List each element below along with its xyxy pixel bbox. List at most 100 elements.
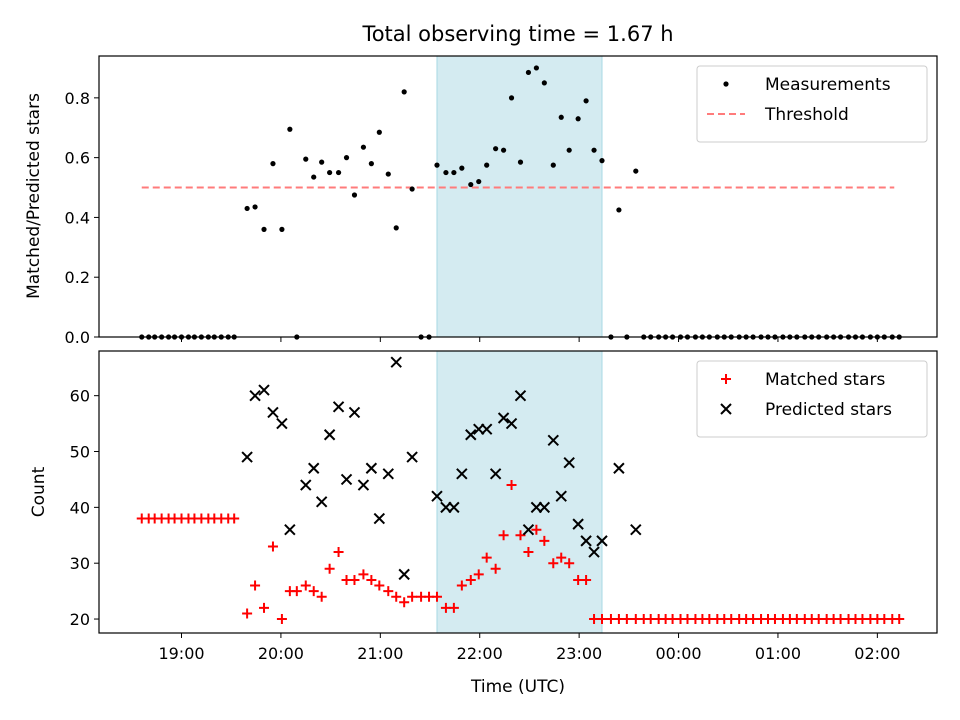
x-axis-label: Time (UTC) (470, 677, 565, 697)
bottom-panel: 19:00 20:00 21:00 22:00 23:00 00:00 01:00 02:00… (70, 350, 938, 663)
measurement-point (244, 205, 250, 212)
measurement-point (279, 226, 285, 232)
predicted-stars-point (555, 490, 567, 502)
measurement-point (583, 98, 589, 104)
top-highlight-span (436, 55, 603, 338)
measurement-point (270, 161, 276, 167)
x-tick-label: 21:00 (357, 644, 403, 663)
predicted-stars-point (357, 479, 370, 491)
measurement-point (252, 204, 258, 210)
matched-stars-point (276, 614, 287, 625)
matched-stars-point (333, 547, 344, 558)
matched-stars-point (548, 558, 559, 569)
x-tick-label: 23:00 (556, 644, 602, 663)
measurement-point (633, 168, 639, 174)
matched-stars-point (456, 580, 467, 591)
predicted-stars-point (398, 568, 410, 581)
measurement-point (287, 126, 293, 132)
predicted-stars-point (267, 406, 279, 419)
predicted-stars-point (249, 389, 261, 402)
measurement-point (443, 169, 449, 176)
predicted-stars-point (340, 473, 353, 486)
predicted-stars-point (465, 429, 477, 441)
predicted-stars-point (489, 468, 502, 480)
predicted-stars-point (522, 523, 535, 536)
measurement-point (525, 69, 532, 76)
measurement-point (434, 162, 440, 168)
bottom-y-axis-label: Count (29, 466, 49, 517)
predicted-stars-point (480, 423, 493, 435)
predicted-stars-point (241, 451, 253, 463)
top-y-tick-label: 0.0 (65, 328, 90, 347)
predicted-stars-point (613, 462, 625, 474)
matched-stars-point (383, 586, 394, 597)
matched-stars-point (894, 614, 905, 625)
predicted-stars-point (580, 535, 592, 547)
measurement-point (360, 144, 367, 150)
matched-stars-point (581, 574, 592, 585)
predicted-stars-point (276, 417, 288, 430)
bottom-legend-box (696, 360, 928, 438)
predicted-stars-point (572, 518, 584, 530)
predicted-stars-point (315, 496, 328, 508)
matched-stars-point (431, 591, 442, 602)
predicted-stars-point (497, 412, 510, 424)
measurement-point (303, 156, 309, 162)
predicted-stars-point (300, 479, 312, 491)
measurement-point (591, 147, 597, 153)
top-y-axis-label: Matched/Predicted stars (24, 93, 44, 299)
measurement-point (335, 169, 342, 176)
top-panel: 0.0 0.2 0.4 0.6 0.8 Measurements Threshold (65, 55, 938, 347)
bottom-legend-label: Predicted stars (765, 400, 892, 420)
predicted-stars-point (284, 523, 296, 536)
measurement-point (376, 129, 382, 135)
top-y-tick-label: 0.4 (65, 208, 90, 227)
measurement-point (319, 159, 325, 165)
bottom-y-tick-label: 30 (70, 554, 90, 573)
predicted-stars-point (588, 546, 600, 558)
predicted-stars-point (348, 406, 361, 419)
predicted-stars-point (365, 462, 378, 474)
matched-stars-point (596, 614, 607, 625)
matched-stars-point (564, 558, 575, 569)
bottom-y-tick-label: 40 (70, 498, 90, 517)
top-panel-frame (98, 55, 938, 338)
matched-stars-point (473, 569, 484, 580)
matched-stars-point (399, 597, 410, 608)
top-y-tick-label: 0.8 (65, 89, 90, 108)
measurement-point (517, 159, 524, 165)
measurement-point (459, 165, 465, 171)
predicted-stars-point (390, 356, 402, 368)
matched-stars-point (465, 574, 476, 585)
matched-stars-point (300, 580, 311, 591)
x-tick-label: 22:00 (457, 644, 503, 663)
predicted-stars-point (505, 417, 518, 430)
figure-title: Total observing time = 1.67 h (361, 22, 673, 46)
measurement-point (558, 114, 564, 120)
predicted-stars-point (332, 401, 345, 413)
measurement-point (550, 162, 556, 168)
predicted-stars-point (563, 456, 575, 469)
predicted-stars-point (514, 389, 527, 402)
measurement-point (500, 147, 507, 153)
legend-matched-marker (721, 374, 731, 384)
measurement-point (493, 146, 499, 152)
matched-stars-point (481, 552, 492, 563)
legend-predicted-marker (720, 403, 732, 415)
measurement-point (533, 65, 539, 71)
matched-stars-point (308, 586, 319, 597)
measurement-point (599, 158, 605, 164)
top-legend-label: Threshold (764, 105, 849, 125)
predicted-stars-point (538, 501, 551, 514)
measurement-point (393, 225, 399, 231)
matched-stars-point (506, 480, 517, 491)
predicted-stars-point (406, 451, 418, 463)
x-tick-label: 02:00 (854, 644, 900, 663)
predicted-stars-point (373, 512, 386, 525)
matched-stars-point (242, 608, 253, 619)
matched-stars-point (229, 513, 240, 524)
predicted-stars-point (630, 523, 642, 536)
matched-stars-point (498, 530, 509, 541)
measurement-point (575, 116, 581, 122)
